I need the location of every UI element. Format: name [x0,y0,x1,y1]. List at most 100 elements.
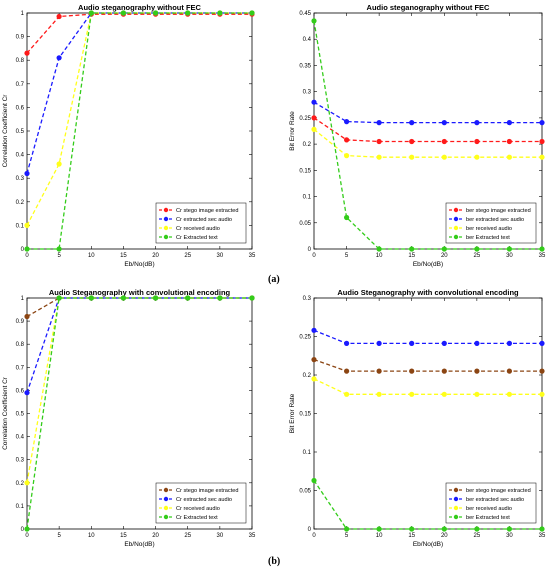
y-tick-label: 0.2 [16,481,25,487]
legend-swatch-marker [163,216,169,222]
legend-swatch-marker [163,505,169,511]
data-point [344,119,350,125]
x-tick-label: 30 [506,253,513,259]
data-point [344,526,350,532]
data-point [24,526,30,532]
y-tick-label: 0.6 [16,105,25,111]
data-point [249,295,255,301]
legend-entry: Cr extracted sec audio [176,497,232,503]
legend-entry: Cr received audio [176,226,220,232]
x-tick-label: 15 [120,253,127,259]
data-point [506,138,512,145]
x-tick-label: 25 [474,253,481,259]
data-point [506,246,512,252]
x-tick-label: 15 [408,533,415,539]
data-point [185,10,191,16]
legend-entry: ber received audio [466,226,512,232]
data-point [506,391,512,397]
y-tick-label: 0.8 [16,58,25,64]
x-axis-label: Eb/No(dB) [413,541,443,548]
y-axis-label: Bit Error Rate [289,111,296,151]
x-tick-label: 0 [25,253,29,259]
data-point [153,295,159,301]
y-tick-label: 0 [308,247,312,253]
y-axis-label: Bit Error Rate [289,393,296,433]
series-line-4 [27,12,252,250]
legend-swatch-marker [163,514,169,520]
legend-entry: ber extracted sec audio [466,497,524,503]
y-tick-label: 0.6 [16,388,25,394]
x-tick-label: 25 [184,253,191,259]
data-point [474,526,480,532]
x-tick-label: 35 [539,253,546,259]
data-point [474,340,480,346]
data-point [506,340,512,346]
x-tick-label: 10 [376,253,383,259]
x-tick-label: 0 [312,533,316,539]
data-point [409,120,415,126]
legend-entry: Cr Extracted text [176,515,218,521]
data-point [217,10,223,16]
y-tick-label: 0.25 [299,116,311,122]
x-tick-label: 30 [217,253,224,259]
data-point [88,10,94,16]
data-point [56,13,62,20]
x-tick-label: 15 [408,253,415,259]
y-tick-label: 0.2 [303,142,312,148]
data-point [344,391,350,397]
data-point [441,340,447,346]
series-line-3 [313,378,542,395]
legend-entry: Cr stego image extracted [176,208,239,214]
data-point [441,368,447,374]
data-point [376,138,382,145]
x-tick-label: 35 [249,533,256,539]
x-tick-label: 20 [441,253,448,259]
data-point [539,120,545,126]
legend-entry: ber extracted sec audio [466,217,524,223]
series-line-1 [313,117,542,143]
data-point [506,368,512,374]
series-line-3 [313,128,542,158]
series-line-2 [26,12,252,174]
x-tick-label: 5 [345,533,349,539]
data-point [24,313,30,320]
data-point [311,18,317,24]
data-point [344,214,350,221]
data-point [344,340,350,346]
data-point [376,368,382,374]
data-point [409,154,415,160]
data-point [311,477,317,484]
data-point [539,391,545,397]
legend-swatch-marker [163,225,169,231]
chart-title: Audio steganography without FEC [367,3,490,12]
legend-entry: ber Extracted text [466,515,510,521]
data-point [376,340,382,346]
data-point [311,126,317,132]
legend-entry: ber Extracted text [466,235,510,241]
legend-entry: Cr received audio [176,506,220,512]
y-tick-label: 0 [21,527,25,533]
x-tick-label: 15 [120,533,127,539]
x-tick-label: 5 [57,533,61,539]
y-tick-label: 0 [308,527,312,533]
y-tick-label: 0.1 [303,450,312,456]
y-tick-label: 0.15 [299,168,311,174]
data-point [376,526,382,532]
y-tick-label: 0.05 [299,221,311,227]
data-point [539,368,545,374]
y-tick-label: 0.4 [303,37,312,43]
data-point [56,55,62,61]
legend-entry: Cr extracted sec audio [176,217,232,223]
data-point [409,391,415,397]
data-point [24,50,30,56]
x-tick-label: 10 [376,533,383,539]
chart-3: Audio Steganography with convolutional e… [2,288,256,548]
data-point [474,120,480,126]
y-tick-label: 0 [21,247,25,253]
data-point [24,246,30,252]
x-tick-label: 0 [25,533,29,539]
data-point [311,376,317,382]
data-point [376,120,382,126]
data-point [344,368,350,374]
legend-swatch-marker [453,225,459,231]
